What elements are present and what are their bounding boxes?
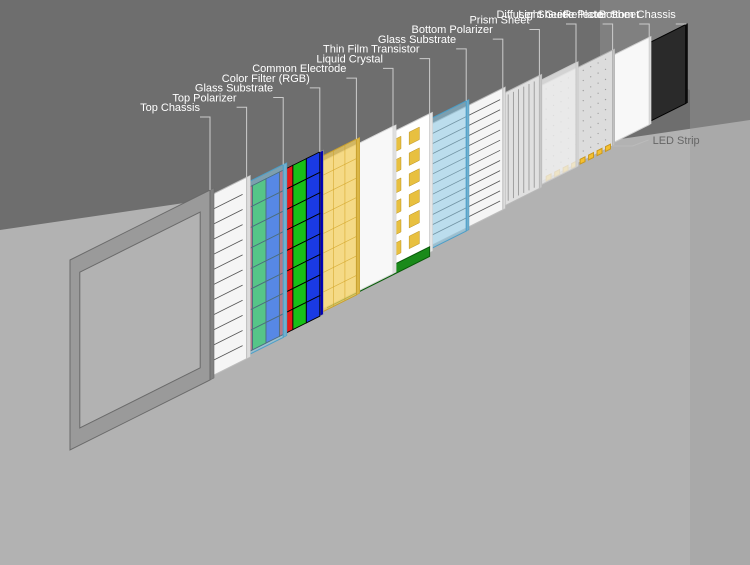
leader-bot-chassis — [676, 24, 686, 25]
label-bot-chassis: Bottom Chassis — [599, 9, 677, 21]
label-led-strip: LED Strip — [653, 135, 700, 147]
